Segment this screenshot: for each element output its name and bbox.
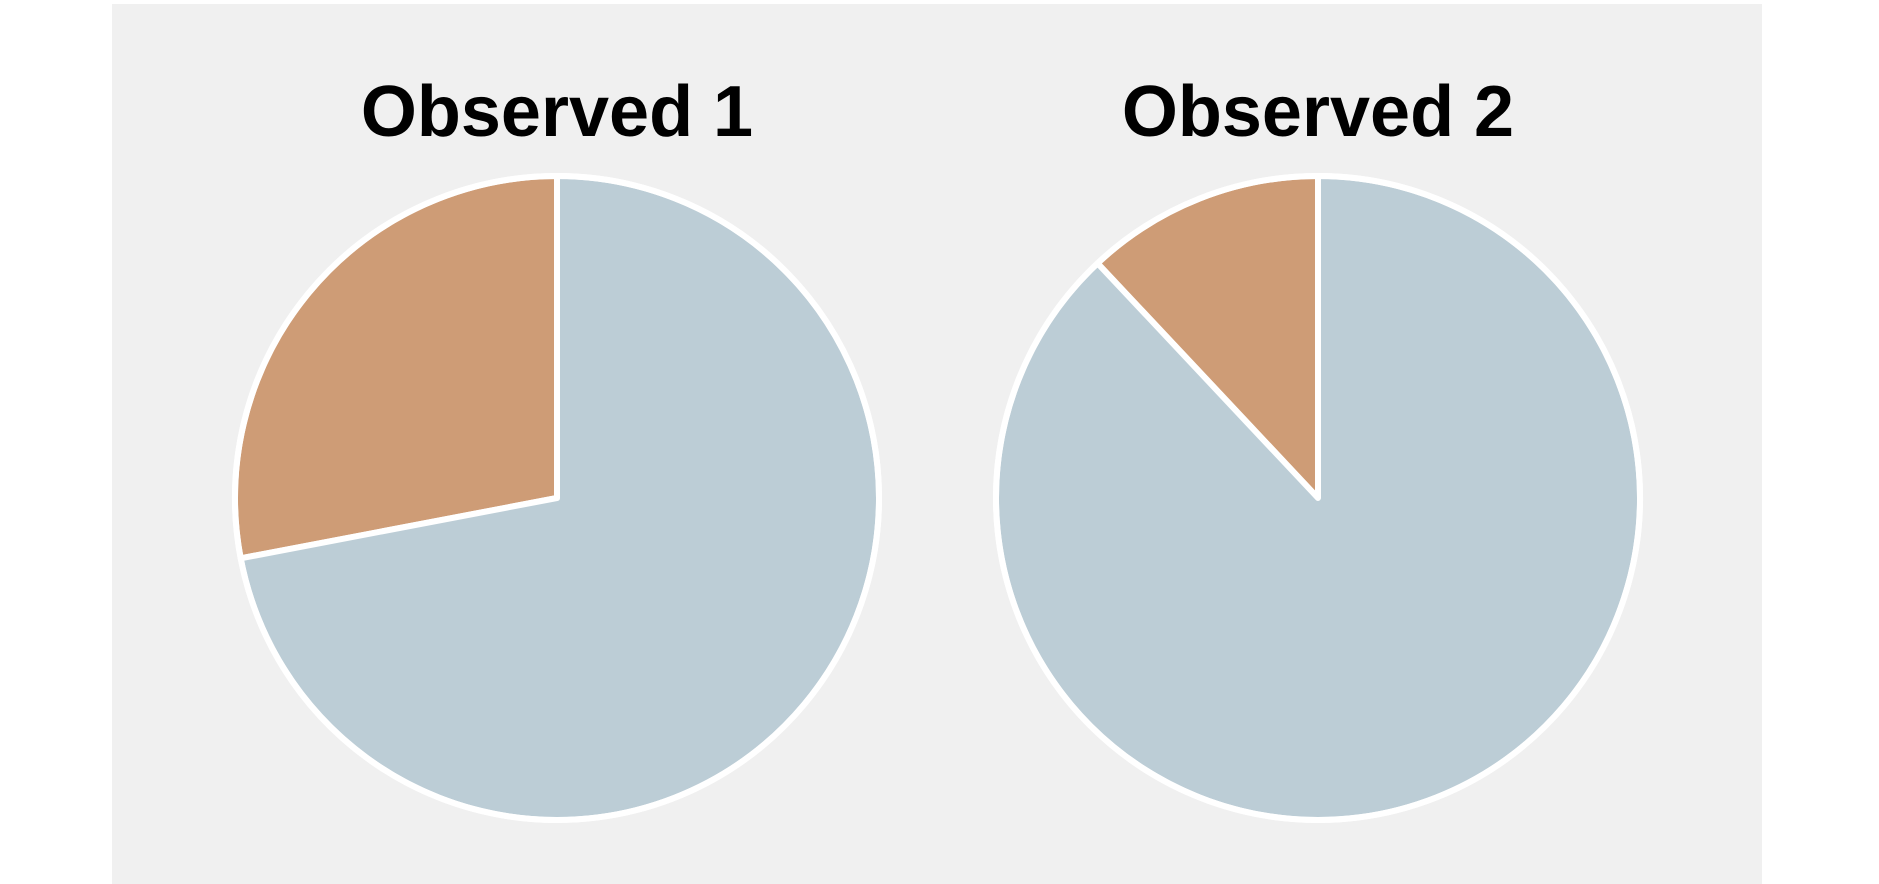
pie-outline-1 xyxy=(232,173,882,823)
pie-chart-2: Observed 2 xyxy=(993,72,1644,823)
pie-chart-1: Observed 1 xyxy=(232,72,882,823)
pie-outline-2 xyxy=(993,173,1643,823)
pie-title-1: Observed 1 xyxy=(361,72,753,152)
pie-slice-1-2 xyxy=(232,173,560,562)
pie-title-2: Observed 2 xyxy=(1122,72,1514,152)
pie-slice-2-1 xyxy=(993,173,1644,823)
